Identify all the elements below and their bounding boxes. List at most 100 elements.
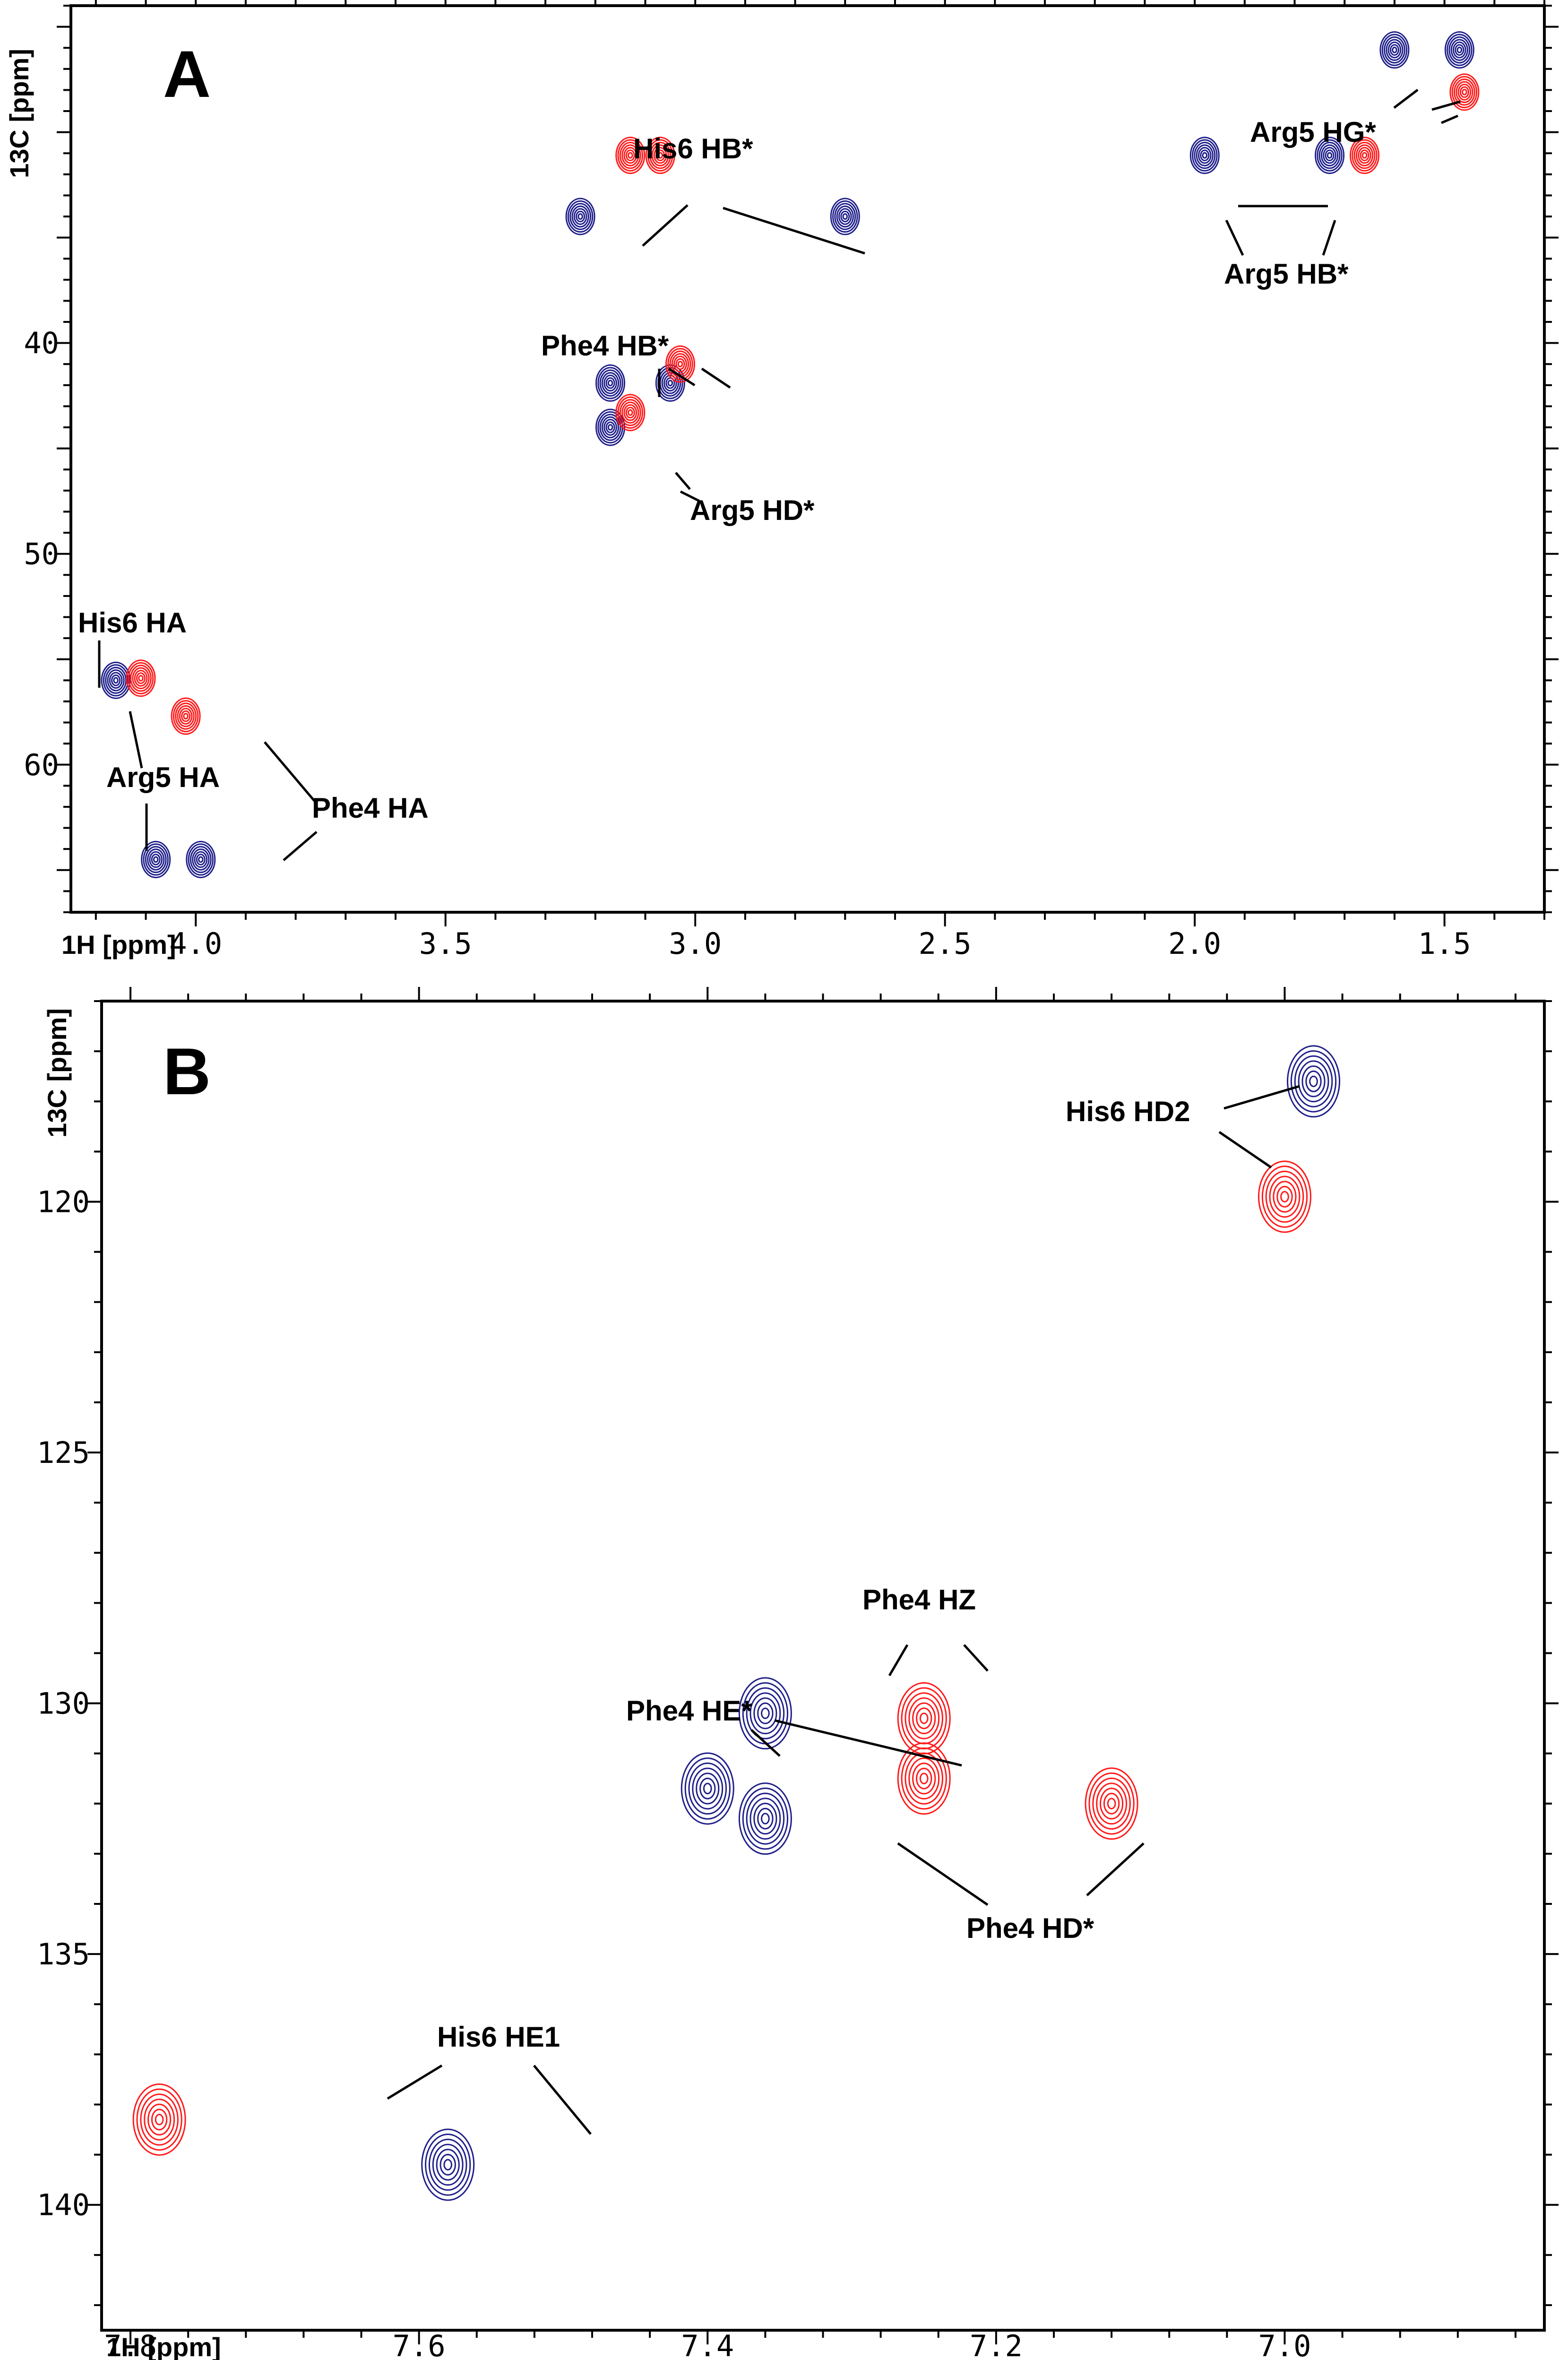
a-peak-contour (1360, 149, 1370, 162)
a-peak-contour (649, 142, 672, 169)
a-peak-contour (671, 353, 689, 375)
b-peak-contour (905, 1752, 943, 1805)
a-peak-contour (615, 394, 646, 432)
a-peak-contour (647, 139, 673, 172)
a-peak-negative (615, 137, 646, 174)
a-peak-contour (836, 205, 854, 228)
a-peak-contour (186, 840, 216, 878)
a-peak-contour (653, 147, 667, 164)
a-peak-contour (615, 137, 646, 174)
arg5-hd-connector-2 (680, 490, 700, 502)
a-peak-negative (615, 394, 646, 432)
a-peak-contour (136, 672, 146, 684)
b-peak-negative (132, 2083, 186, 2156)
b-peak-contour (753, 1803, 777, 1835)
a-peak-contour (194, 851, 208, 868)
a-peak-contour (1452, 41, 1466, 59)
phe4-hd-connector-2 (1086, 1842, 1145, 1896)
b-peak-contour (908, 1697, 940, 1739)
panel-a-connectors (98, 89, 1461, 861)
panel-a: 4.0 3.5 3.0 2.5 2.0 1.5 40 50 60 A 13C [ppm] 1H … (4, 0, 1559, 961)
a-peak-contour (599, 369, 621, 397)
a-peak-contour (569, 203, 592, 230)
a-peak-negative (665, 345, 695, 383)
a-peak-contour (577, 213, 583, 220)
a-peak-contour (842, 213, 848, 220)
a-peak-contour (599, 414, 621, 441)
a-peak-contour (145, 846, 167, 873)
a-peak-contour (1449, 73, 1480, 111)
panel-a-axes: 4.0 3.5 3.0 2.5 2.0 1.5 40 50 60 (24, 0, 1559, 961)
a-x-tick-label: 3.5 (419, 926, 472, 961)
a-peak-contour (177, 705, 195, 727)
a-peak-contour (625, 406, 635, 419)
a-peak-contour (677, 361, 683, 368)
b-peak-contour (425, 2134, 471, 2196)
b-peak-contour (1294, 1055, 1333, 1107)
a-peak-contour (103, 664, 129, 697)
a-peak-contour (143, 843, 169, 876)
panel-b-axes: 7.8 7.6 7.4 7.2 7.0 120 125 130 135 140 (37, 987, 1559, 2360)
a-peak-contour (1353, 142, 1376, 169)
b-x-tick-label: 7.0 (1258, 2329, 1311, 2360)
annotation-his6-he1: His6 HE1 (437, 2021, 560, 2053)
a-peak-contour (126, 659, 156, 697)
panel-b-x-axis-title: 1H [ppm] (106, 2332, 221, 2360)
annotation-arg5-hg: Arg5 HG* (1250, 116, 1376, 148)
a-peak-contour (179, 708, 193, 725)
a-peak-contour (147, 848, 165, 871)
a-peak-contour (1448, 36, 1471, 64)
b-peak-contour (699, 1778, 716, 1799)
a-peak-contour (576, 210, 586, 223)
b-x-tick-label: 7.4 (681, 2329, 734, 2360)
a-peak-negative (1449, 73, 1480, 111)
a-peak-contour (1451, 76, 1478, 108)
a-peak-contour (603, 419, 617, 436)
a-peak-contour (1383, 36, 1405, 64)
b-peak-negative (1258, 1160, 1311, 1233)
b-peak-contour (761, 1707, 770, 1720)
phe4-ha-connector-1 (264, 741, 318, 804)
b-peak-contour (750, 1692, 781, 1735)
a-peak-positive (101, 661, 131, 699)
annotation-phe4-he: Phe4 HE* (626, 1695, 752, 1727)
b-peak-positive (421, 2128, 475, 2201)
b-peak-contour (757, 1702, 774, 1724)
a-peak-contour (627, 152, 633, 159)
a-peak-contour (621, 144, 639, 166)
b-peak-contour (1103, 1792, 1120, 1815)
a-peak-contour (1358, 147, 1371, 164)
a-peak-contour (1352, 139, 1378, 172)
phe4-hb-connector-3 (701, 367, 731, 389)
a-peak-contour (113, 677, 119, 684)
a-peak-contour (141, 840, 171, 878)
b-peak-contour (753, 1697, 777, 1729)
annotation-his6-ha: His6 HA (78, 607, 187, 639)
b-peak-contour (1096, 1782, 1128, 1825)
b-peak-contour (1280, 1191, 1289, 1203)
a-peak-contour (134, 670, 148, 687)
a-peak-contour (605, 377, 615, 389)
a-peak-positive (830, 198, 860, 235)
a-peak-contour (1459, 86, 1469, 98)
b-peak-contour (901, 1687, 947, 1750)
a-peak-positive (595, 408, 626, 446)
a-peak-contour (619, 142, 641, 169)
b-peak-contour (681, 1752, 734, 1825)
a-peak-contour (665, 345, 695, 383)
a-peak-contour (196, 854, 206, 865)
his6-hd2-connector-2 (1218, 1131, 1272, 1169)
annotation-phe4-ha: Phe4 HA (312, 792, 429, 824)
a-peak-contour (105, 666, 127, 694)
a-peak-contour (565, 198, 595, 235)
a-x-tick-label: 3.0 (669, 926, 722, 961)
a-peak-contour (1361, 152, 1368, 159)
a-peak-contour (192, 848, 210, 871)
b-peak-contour (432, 2144, 464, 2186)
a-peak-contour (175, 702, 197, 730)
phe4-hz-connector-1 (888, 1644, 909, 1677)
annotation-arg5-ha: Arg5 HA (106, 761, 220, 793)
a-peak-contour (1315, 137, 1345, 174)
a-peak-contour (1325, 149, 1335, 162)
a-x-tick-label: 2.5 (919, 926, 972, 961)
